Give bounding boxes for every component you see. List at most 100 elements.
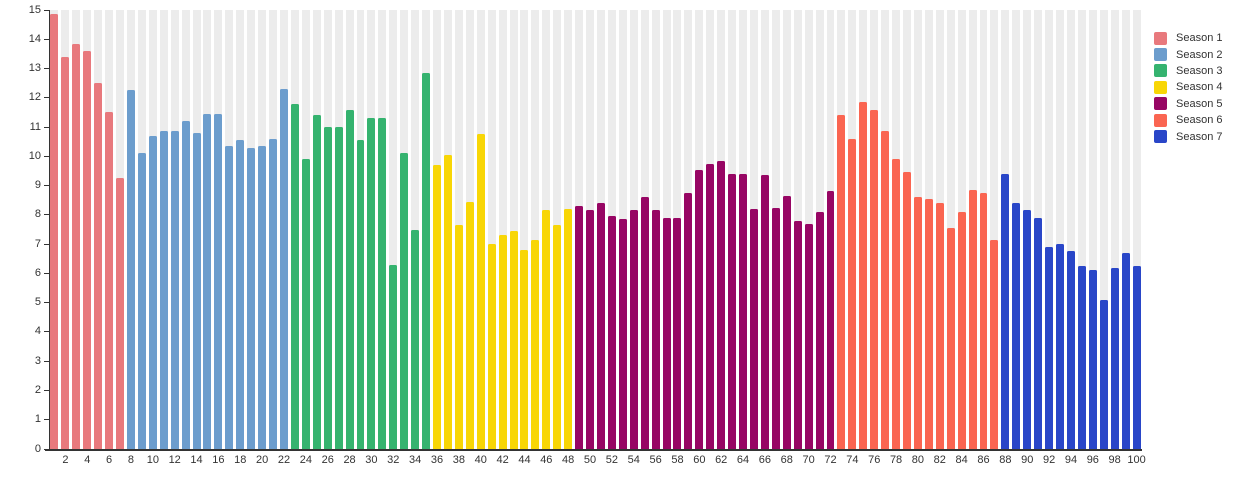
- bar[interactable]: [1121, 252, 1130, 449]
- bar[interactable]: [83, 50, 92, 449]
- bar[interactable]: [837, 115, 846, 449]
- bar[interactable]: [618, 219, 627, 449]
- legend-item-season-7[interactable]: Season 7: [1154, 128, 1222, 144]
- bar[interactable]: [94, 83, 103, 449]
- bar[interactable]: [531, 239, 540, 449]
- bar[interactable]: [192, 132, 201, 449]
- bar[interactable]: [749, 209, 758, 449]
- bar[interactable]: [280, 89, 288, 449]
- bar[interactable]: [575, 206, 584, 449]
- bar[interactable]: [1099, 299, 1108, 449]
- bar[interactable]: [181, 121, 190, 449]
- legend-item-season-5[interactable]: Season 5: [1154, 96, 1222, 112]
- bar[interactable]: [651, 210, 660, 449]
- bar[interactable]: [137, 153, 146, 449]
- bar[interactable]: [159, 131, 168, 449]
- bar[interactable]: [61, 56, 70, 449]
- bar[interactable]: [1034, 217, 1043, 449]
- bar[interactable]: [662, 217, 671, 449]
- bar[interactable]: [290, 103, 299, 449]
- bar[interactable]: [826, 191, 835, 449]
- bar[interactable]: [356, 140, 365, 449]
- legend-item-season-3[interactable]: Season 3: [1154, 63, 1222, 79]
- bar[interactable]: [126, 90, 135, 449]
- bar[interactable]: [116, 178, 125, 449]
- legend-item-season-2[interactable]: Season 2: [1154, 46, 1222, 62]
- bar[interactable]: [859, 102, 868, 449]
- bar[interactable]: [334, 127, 343, 449]
- bar[interactable]: [771, 207, 780, 449]
- bar[interactable]: [411, 229, 420, 449]
- legend-item-season-1[interactable]: Season 1: [1154, 30, 1222, 46]
- bar[interactable]: [443, 154, 452, 449]
- bar[interactable]: [870, 109, 879, 449]
- bar[interactable]: [1088, 270, 1097, 449]
- bar[interactable]: [946, 228, 955, 449]
- bar[interactable]: [301, 159, 310, 449]
- bar[interactable]: [848, 138, 857, 449]
- legend-item-season-4[interactable]: Season 4: [1154, 79, 1222, 95]
- bar[interactable]: [236, 140, 245, 449]
- bar[interactable]: [793, 220, 802, 449]
- bar[interactable]: [487, 244, 496, 449]
- bar[interactable]: [50, 14, 59, 449]
- bar[interactable]: [1132, 266, 1141, 449]
- bar[interactable]: [1001, 173, 1010, 449]
- bar[interactable]: [924, 198, 933, 449]
- bar[interactable]: [148, 135, 157, 449]
- bar[interactable]: [913, 197, 922, 449]
- bar[interactable]: [892, 159, 901, 449]
- bar[interactable]: [454, 225, 463, 449]
- bar[interactable]: [629, 210, 638, 449]
- bar[interactable]: [1012, 203, 1021, 449]
- bar[interactable]: [640, 197, 649, 449]
- bar[interactable]: [542, 210, 551, 449]
- bar[interactable]: [214, 113, 223, 449]
- bar[interactable]: [739, 173, 748, 449]
- bar[interactable]: [422, 72, 431, 449]
- bar[interactable]: [695, 169, 704, 449]
- bar[interactable]: [1056, 244, 1064, 449]
- bar[interactable]: [607, 216, 616, 449]
- bar[interactable]: [520, 249, 529, 449]
- bar[interactable]: [378, 118, 387, 449]
- bar[interactable]: [935, 203, 944, 449]
- bar[interactable]: [312, 115, 321, 449]
- bar[interactable]: [498, 235, 507, 449]
- bar[interactable]: [760, 175, 769, 449]
- bar[interactable]: [1045, 247, 1054, 449]
- bar[interactable]: [596, 203, 605, 449]
- legend-item-season-6[interactable]: Season 6: [1154, 112, 1222, 128]
- bar[interactable]: [345, 109, 354, 449]
- bar[interactable]: [990, 239, 999, 449]
- bar[interactable]: [105, 112, 114, 449]
- bar[interactable]: [673, 217, 682, 449]
- bar[interactable]: [1023, 210, 1032, 449]
- bar[interactable]: [903, 172, 911, 449]
- bar[interactable]: [782, 195, 791, 449]
- bar[interactable]: [979, 192, 988, 449]
- bar[interactable]: [684, 192, 693, 449]
- bar[interactable]: [72, 43, 81, 449]
- bar[interactable]: [400, 153, 409, 449]
- bar[interactable]: [465, 201, 474, 449]
- bar[interactable]: [586, 210, 594, 449]
- bar[interactable]: [509, 230, 518, 449]
- bar[interactable]: [815, 211, 824, 449]
- bar[interactable]: [323, 127, 332, 449]
- bar[interactable]: [225, 146, 234, 449]
- bar[interactable]: [433, 165, 441, 449]
- bar[interactable]: [367, 118, 376, 449]
- bar[interactable]: [728, 173, 737, 449]
- bar[interactable]: [564, 209, 573, 449]
- bar[interactable]: [1066, 251, 1075, 449]
- bar[interactable]: [247, 147, 256, 449]
- bar[interactable]: [170, 131, 179, 449]
- bar[interactable]: [957, 211, 966, 449]
- bar[interactable]: [553, 225, 562, 449]
- bar[interactable]: [1077, 266, 1086, 449]
- bar[interactable]: [389, 264, 398, 449]
- bar[interactable]: [1110, 267, 1119, 449]
- bar[interactable]: [804, 223, 813, 449]
- bar[interactable]: [717, 160, 726, 449]
